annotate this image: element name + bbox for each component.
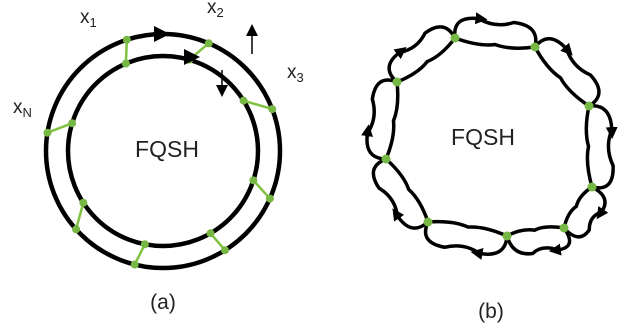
site-label-x3: x3 — [287, 62, 304, 85]
center-label-b: FQSH — [451, 124, 515, 150]
tunneling-link — [74, 202, 85, 230]
loop-arrow-icon — [596, 206, 609, 220]
junction-node — [587, 182, 597, 192]
tunneling-links — [43, 35, 277, 269]
site-node — [239, 96, 248, 105]
junction-node — [559, 223, 569, 233]
site-node — [140, 240, 149, 249]
panel-a: x1 x2 x3 xN FQSH (a) — [13, 0, 304, 314]
junction-node — [392, 77, 402, 87]
site-node — [79, 198, 88, 207]
center-label-a: FQSH — [135, 136, 199, 162]
site-node — [121, 59, 130, 68]
chiral-loop — [423, 219, 509, 256]
loop-arrow-icon — [548, 243, 562, 256]
site-node — [249, 176, 258, 185]
loop-arrow-icon — [560, 42, 573, 56]
junction-node — [423, 217, 433, 227]
site-node — [122, 35, 131, 44]
site-node — [206, 229, 215, 238]
chiral-loop — [584, 104, 615, 190]
site-node — [72, 225, 81, 234]
site-node — [68, 119, 77, 128]
site-node — [130, 260, 139, 269]
caption-a: (a) — [150, 291, 176, 314]
caption-b: (b) — [478, 300, 504, 323]
site-label-xn: xN — [13, 97, 32, 120]
site-node — [221, 246, 230, 255]
chiral-loop — [452, 16, 538, 50]
junction-node — [584, 101, 594, 111]
chiral-loop — [371, 157, 430, 230]
tunneling-link — [46, 122, 73, 134]
loop-chain — [361, 12, 618, 260]
chiral-loop — [562, 185, 607, 239]
loop-arrow-icon — [393, 47, 407, 60]
junction-node — [530, 42, 540, 52]
inner-edge-ring — [65, 53, 261, 249]
junction-node — [450, 33, 460, 43]
site-node — [268, 105, 277, 114]
loop-arrow-icon — [474, 12, 488, 25]
tunneling-link — [252, 179, 271, 200]
site-node — [204, 39, 213, 48]
loop-arrow-icon — [361, 124, 374, 137]
site-node — [43, 128, 52, 137]
tunneling-link — [243, 99, 273, 111]
loop-arrow-icon — [392, 208, 405, 222]
loop-arrow-icon — [470, 248, 484, 260]
site-label-x1: x1 — [80, 7, 97, 30]
chiral-loop — [387, 25, 457, 84]
chiral-loop — [365, 78, 400, 161]
panel-b: FQSH (b) — [361, 12, 618, 323]
site-label-x2: x2 — [207, 0, 224, 20]
junction-node — [502, 231, 512, 241]
junction-node — [381, 154, 391, 164]
site-node — [265, 194, 274, 203]
